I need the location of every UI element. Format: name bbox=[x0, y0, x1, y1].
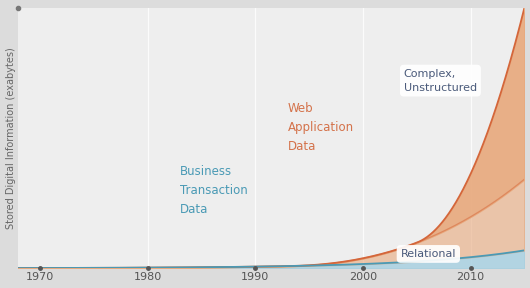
Text: Web
Application
Data: Web Application Data bbox=[288, 102, 354, 153]
Text: Complex,
Unstructured: Complex, Unstructured bbox=[404, 69, 477, 93]
Text: Business
Transaction
Data: Business Transaction Data bbox=[180, 164, 248, 216]
Y-axis label: Stored Digital Information (exabytes): Stored Digital Information (exabytes) bbox=[5, 47, 15, 229]
Text: Relational: Relational bbox=[401, 249, 456, 259]
